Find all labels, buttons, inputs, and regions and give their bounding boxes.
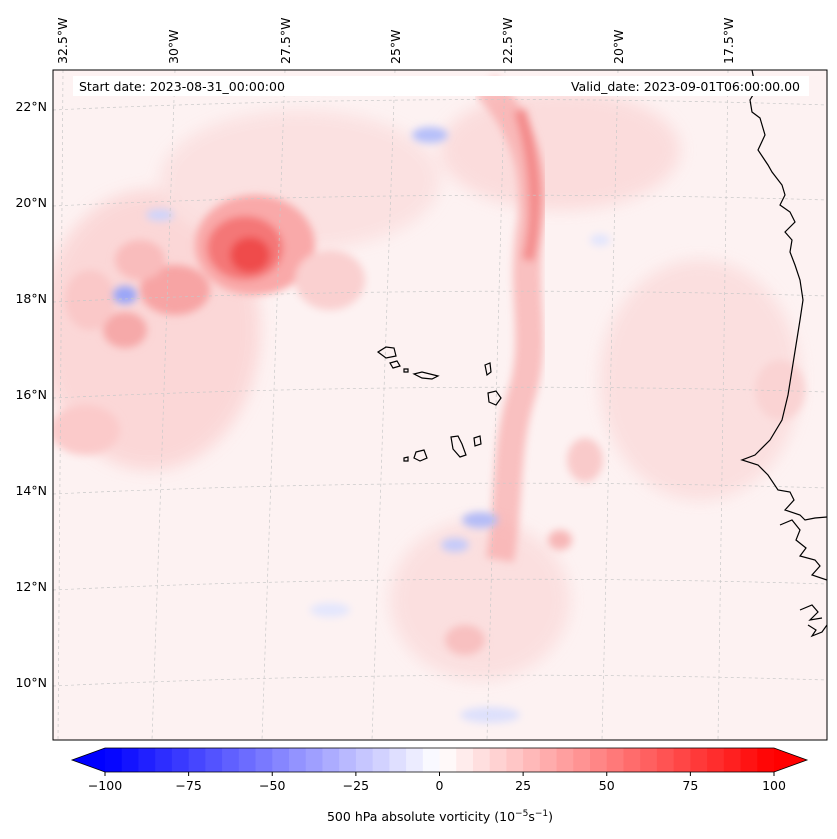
lat-label: 20°N xyxy=(15,195,47,210)
header-strip xyxy=(73,76,809,96)
colorbar-cell xyxy=(506,748,524,772)
colorbar-tick-label: −50 xyxy=(259,778,285,793)
colorbar-label: 500 hPa absolute vorticity (10−5s−1) xyxy=(327,809,553,824)
colorbar-cell xyxy=(606,748,625,772)
island-sao-vicente xyxy=(389,360,401,369)
vorticity-map: Start date: 2023-08-31_00:00:00 Valid_da… xyxy=(53,70,827,740)
colorbar-cell xyxy=(707,748,725,772)
colorbar-cell xyxy=(138,748,156,772)
colorbar-tick-label: −100 xyxy=(88,778,122,793)
cape-verde-islands xyxy=(376,346,502,462)
colorbar-cell xyxy=(389,748,407,772)
colorbar-cell xyxy=(573,748,591,772)
longitude-labels: 32.5°W 30°W 27.5°W 25°W 22.5°W 20°W 17.5… xyxy=(55,18,736,64)
colorbar: −100 −75 −50 −25 0 25 50 75 100 500 hPa absolute… xyxy=(70,747,809,824)
island-sao-nicolau xyxy=(412,371,440,380)
colorbar-cell xyxy=(489,748,508,772)
graticule xyxy=(53,70,827,740)
colorbar-cell xyxy=(222,748,240,772)
colorbar-tick-label: −25 xyxy=(343,778,369,793)
lat-label: 10°N xyxy=(15,675,47,690)
colorbar-cell xyxy=(406,748,424,772)
colorbar-tick-label: 75 xyxy=(682,778,698,793)
colorbar-cell xyxy=(322,748,340,772)
colorbar-ticks: −100 −75 −50 −25 0 25 50 75 100 xyxy=(88,772,786,793)
island-fogo xyxy=(413,449,428,462)
lat-label: 16°N xyxy=(15,387,47,402)
colorbar-cell xyxy=(288,748,307,772)
lat-label: 14°N xyxy=(15,483,47,498)
colorbar-cell xyxy=(590,748,608,772)
lat-label: 22°N xyxy=(15,99,47,114)
guinea-bissau-coast xyxy=(779,519,827,581)
colorbar-cell xyxy=(422,748,441,772)
colorbar-cell xyxy=(723,748,742,772)
colorbar-cell xyxy=(539,748,558,772)
colorbar-cell xyxy=(205,748,223,772)
island-santo-antao xyxy=(376,346,397,359)
coastline xyxy=(740,70,827,638)
island-boa-vista xyxy=(487,390,502,406)
colorbar-cell xyxy=(238,748,257,772)
valid-date-label: Valid_date: 2023-09-01T06:00:00.00 xyxy=(571,79,800,94)
island-santiago xyxy=(450,435,467,458)
colorbar-cell xyxy=(673,748,691,772)
colorbar-cells xyxy=(105,748,775,772)
lon-label: 17.5°W xyxy=(721,18,736,64)
colorbar-tick-label: 100 xyxy=(762,778,786,793)
island-sal xyxy=(484,362,492,377)
lon-label: 25°W xyxy=(388,29,403,64)
colorbar-cell xyxy=(690,748,708,772)
lon-label: 27.5°W xyxy=(278,18,293,64)
colorbar-cell xyxy=(656,748,675,772)
colorbar-cell xyxy=(439,748,457,772)
latitude-labels: 22°N 20°N 18°N 16°N 14°N 12°N 10°N xyxy=(15,99,47,690)
colorbar-cell xyxy=(456,748,474,772)
start-date-label: Start date: 2023-08-31_00:00:00 xyxy=(79,79,285,94)
colorbar-cell xyxy=(740,748,758,772)
lat-label: 18°N xyxy=(15,291,47,306)
lat-label: 12°N xyxy=(15,579,47,594)
map-frame xyxy=(52,69,828,741)
colorbar-cell xyxy=(305,748,324,772)
island-brava xyxy=(403,456,409,462)
colorbar-cell xyxy=(757,748,775,772)
colorbar-cell xyxy=(188,748,206,772)
colorbar-cell xyxy=(472,748,491,772)
colorbar-cell xyxy=(155,748,173,772)
colorbar-cell xyxy=(121,748,140,772)
colorbar-cell xyxy=(523,748,541,772)
vorticity-field xyxy=(53,75,805,723)
lon-label: 20°W xyxy=(611,29,626,64)
colorbar-cell xyxy=(640,748,658,772)
colorbar-max-extend xyxy=(774,748,807,772)
colorbar-cell xyxy=(339,748,357,772)
island-maio xyxy=(473,435,482,447)
lon-label: 30°W xyxy=(166,29,181,64)
colorbar-cell xyxy=(171,748,190,772)
lon-label: 22.5°W xyxy=(500,18,515,64)
colorbar-cell xyxy=(623,748,641,772)
colorbar-cell xyxy=(105,748,123,772)
colorbar-cell xyxy=(355,748,374,772)
africa-coastline xyxy=(740,70,827,521)
colorbar-tick-label: −75 xyxy=(175,778,201,793)
colorbar-tick-label: 50 xyxy=(599,778,615,793)
colorbar-min-extend xyxy=(72,748,105,772)
colorbar-cell xyxy=(272,748,290,772)
colorbar-tick-label: 0 xyxy=(436,778,444,793)
colorbar-cell xyxy=(556,748,574,772)
colorbar-cell xyxy=(255,748,273,772)
colorbar-tick-label: 25 xyxy=(515,778,531,793)
lon-label: 32.5°W xyxy=(55,18,70,64)
colorbar-cell xyxy=(372,748,390,772)
